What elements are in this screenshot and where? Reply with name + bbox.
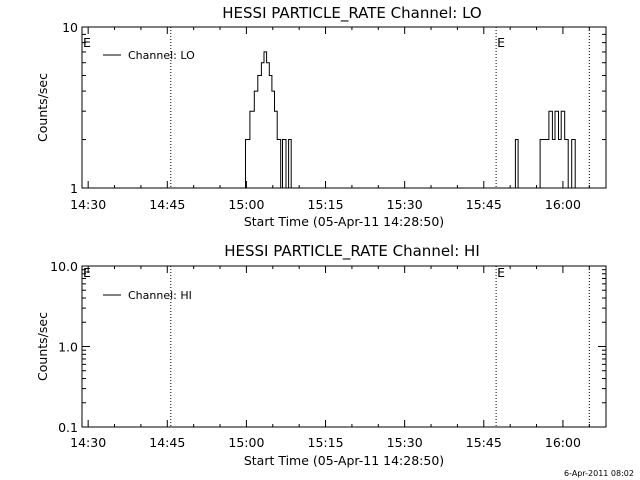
chart-title: HESSI PARTICLE_RATE Channel: LO <box>222 4 481 23</box>
y-tick-label: 1 <box>70 181 78 196</box>
event-label: E <box>83 265 91 280</box>
hi-channel-panel: HESSI PARTICLE_RATE Channel: HI 14:30 14:4… <box>35 242 607 468</box>
x-tick-label: 15:15 <box>308 435 344 450</box>
y-tick-label: 0.1 <box>58 420 78 435</box>
x-tick-label: 15:30 <box>387 197 423 212</box>
x-tick-label: 14:45 <box>149 197 185 212</box>
x-tick-label: 15:45 <box>466 435 502 450</box>
y-axis-label: Counts/sec <box>35 312 50 381</box>
y-tick-label: 10 <box>62 20 78 35</box>
y-tick-label: 1.0 <box>58 340 78 355</box>
x-tick-label: 14:30 <box>70 435 106 450</box>
x-tick-label: 15:00 <box>228 435 264 450</box>
x-tick-label: 15:00 <box>228 197 264 212</box>
timestamp-stamp: 6-Apr-2011 08:02 <box>564 469 634 478</box>
event-label: E <box>497 35 505 50</box>
legend-entry: Channel: HI <box>128 289 192 302</box>
x-tick-label: 16:00 <box>545 197 581 212</box>
event-label: E <box>83 35 91 50</box>
x-axis-label: Start Time (05-Apr-11 14:28:50) <box>244 214 444 229</box>
chart-title: HESSI PARTICLE_RATE Channel: HI <box>224 242 480 261</box>
series-line <box>245 51 576 189</box>
y-tick-label: 10.0 <box>50 259 78 274</box>
x-tick-label: 15:30 <box>387 435 423 450</box>
legend-entry: Channel: LO <box>128 49 195 62</box>
x-tick-label: 14:45 <box>149 435 185 450</box>
x-tick-label: 15:15 <box>308 197 344 212</box>
x-tick-label: 14:30 <box>70 197 106 212</box>
x-tick-label: 16:00 <box>545 435 581 450</box>
lo-channel-panel: HESSI PARTICLE_RATE Channel: LO 14:30 14:4… <box>35 4 607 229</box>
x-tick-label: 15:45 <box>466 197 502 212</box>
y-axis-label: Counts/sec <box>35 73 50 142</box>
x-axis-label: Start Time (05-Apr-11 14:28:50) <box>244 453 444 468</box>
event-label: E <box>497 265 505 280</box>
